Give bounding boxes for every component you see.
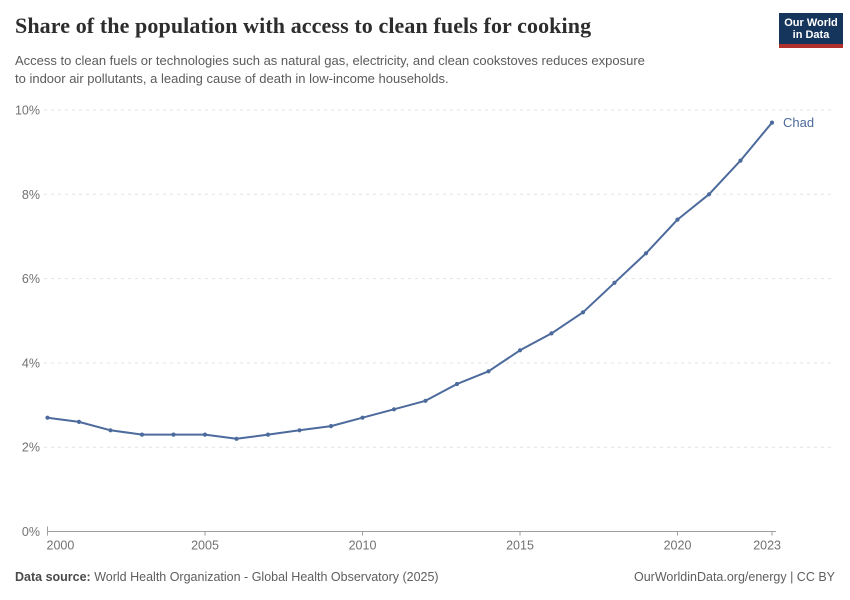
- data-point[interactable]: [234, 436, 239, 441]
- y-axis-tick-label: 6%: [22, 272, 40, 286]
- data-point[interactable]: [423, 398, 428, 403]
- x-axis-tick-label: 2023: [753, 539, 781, 553]
- data-point[interactable]: [612, 280, 617, 285]
- chart-subtitle: Access to clean fuels or technologies su…: [15, 53, 645, 86]
- y-axis-tick-label: 4%: [22, 356, 40, 370]
- series-line-chad[interactable]: [46, 121, 773, 440]
- data-point[interactable]: [360, 415, 365, 420]
- data-point[interactable]: [297, 428, 302, 433]
- data-point[interactable]: [643, 251, 649, 256]
- data-point[interactable]: [486, 369, 491, 374]
- data-point[interactable]: [706, 192, 712, 197]
- owid-logo[interactable]: Our World in Data: [779, 13, 843, 48]
- chart-title: Share of the population with access to c…: [15, 13, 592, 38]
- data-point[interactable]: [517, 348, 523, 353]
- data-point[interactable]: [769, 120, 775, 125]
- data-point[interactable]: [580, 310, 586, 315]
- y-axis-tick-label: 10%: [15, 104, 40, 118]
- data-point[interactable]: [454, 381, 460, 387]
- data-point[interactable]: [391, 407, 397, 412]
- data-source-label: Data source:: [15, 570, 91, 584]
- data-point[interactable]: [202, 432, 208, 437]
- data-point[interactable]: [328, 424, 334, 429]
- owid-logo-line2: in Data: [792, 29, 830, 41]
- data-point[interactable]: [549, 331, 554, 336]
- x-axis-tick-label: 2010: [349, 539, 377, 553]
- data-source: Data source: World Health Organization -…: [15, 570, 439, 584]
- owid-logo-line1: Our World: [784, 17, 838, 29]
- data-point[interactable]: [45, 415, 50, 420]
- data-point[interactable]: [738, 158, 743, 163]
- x-axis-tick-label: 2020: [664, 539, 692, 553]
- data-point[interactable]: [139, 432, 145, 437]
- data-point[interactable]: [76, 419, 82, 424]
- x-axis-tick-label: 2015: [506, 539, 534, 553]
- footer-license-link[interactable]: OurWorldinData.org/energy | CC BY: [633, 570, 835, 584]
- x-axis-tick-label: 2005: [191, 539, 219, 553]
- x-axis-tick-label: 2000: [47, 539, 75, 553]
- data-point[interactable]: [265, 432, 271, 437]
- data-point[interactable]: [108, 428, 113, 433]
- y-axis-tick-label: 8%: [22, 188, 40, 202]
- data-point[interactable]: [675, 217, 680, 222]
- data-point[interactable]: [171, 432, 176, 437]
- y-axis-tick-label: 0%: [22, 525, 40, 539]
- entity-label-chad[interactable]: Chad: [783, 115, 814, 130]
- y-axis-tick-label: 2%: [22, 441, 40, 455]
- data-source-text: World Health Organization - Global Healt…: [94, 570, 439, 584]
